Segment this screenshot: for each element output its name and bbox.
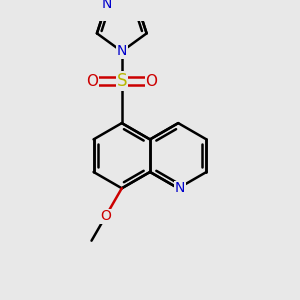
Text: N: N [175,181,185,195]
Text: O: O [86,74,98,89]
Text: S: S [116,72,127,90]
Text: O: O [100,209,111,224]
Text: O: O [146,74,158,89]
Text: N: N [117,44,127,58]
Text: N: N [101,0,112,11]
